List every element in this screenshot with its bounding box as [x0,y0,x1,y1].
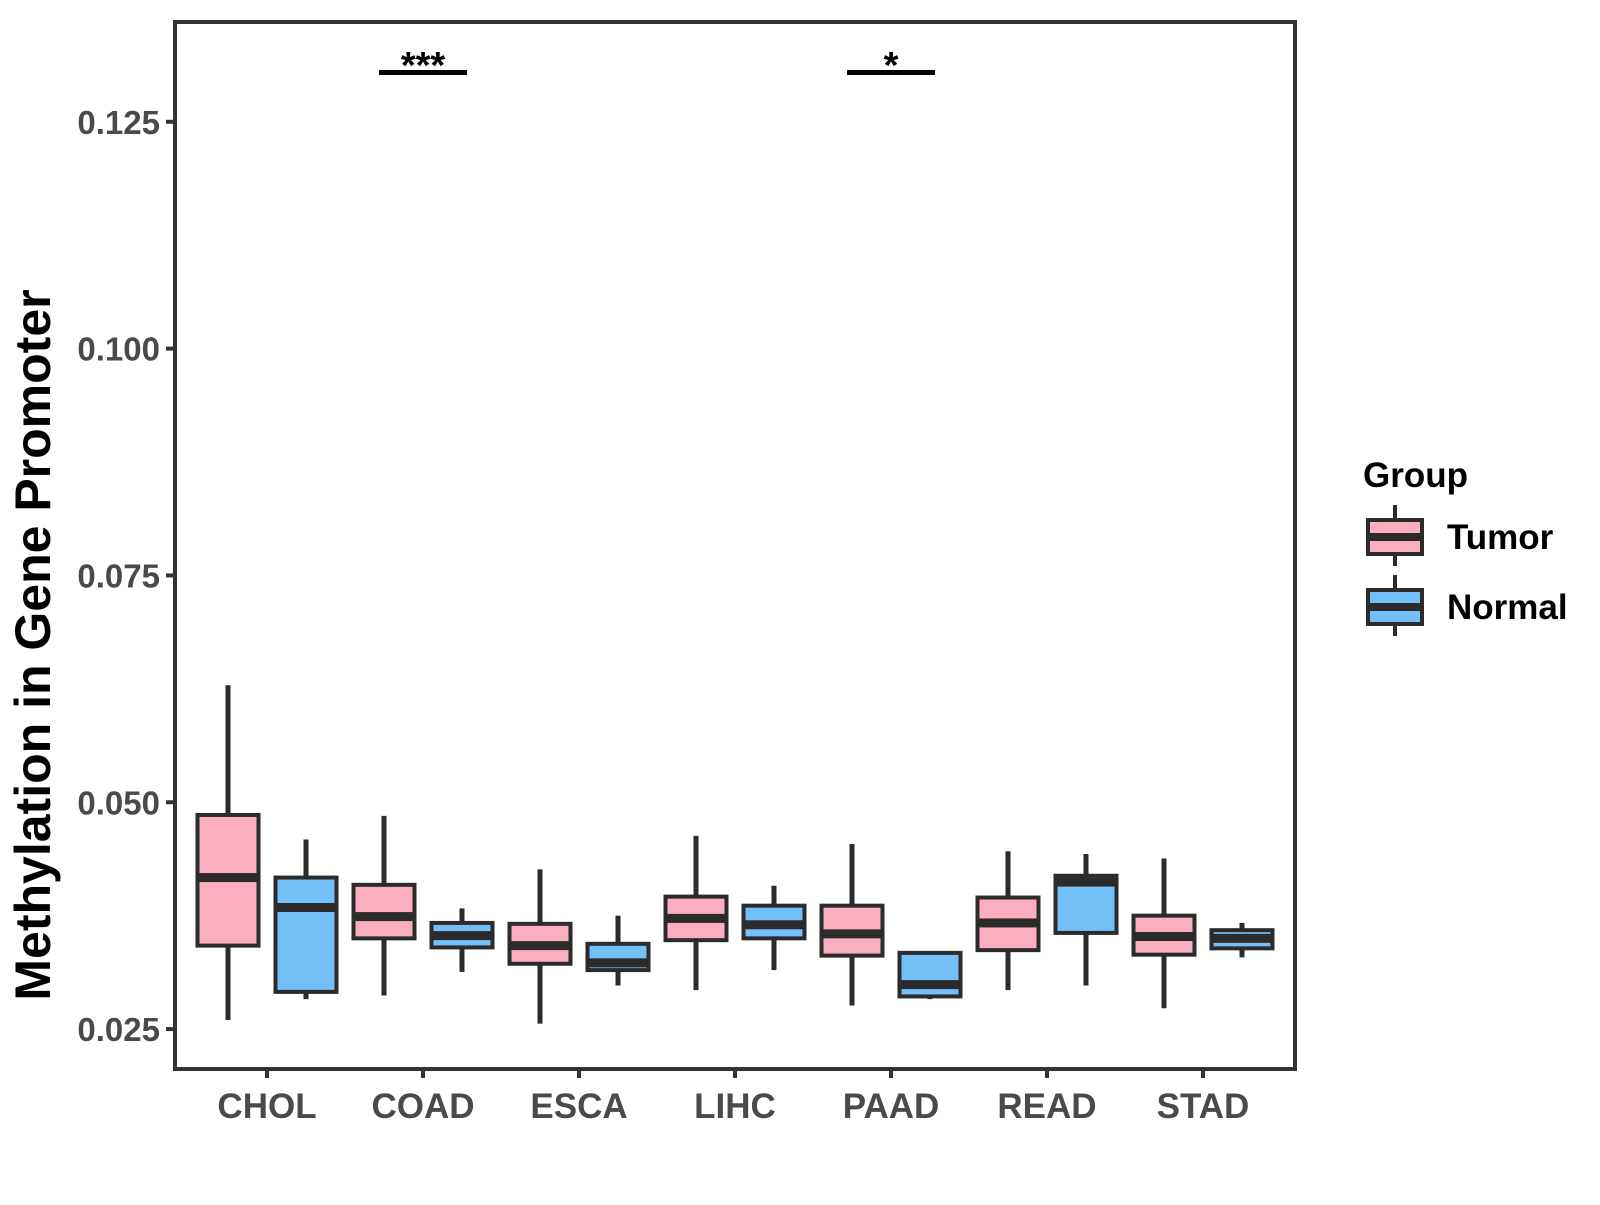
legend-key-normal [1366,575,1424,636]
median-line [975,918,1041,928]
x-tick-label-read: READ [997,1087,1096,1126]
median-line [507,941,573,951]
median-line [897,980,963,990]
significance-label-paad: * [884,45,899,87]
median-line [1209,933,1275,943]
box-read-normal [1053,853,1119,986]
x-tick-label-paad: PAAD [843,1087,940,1126]
x-tick-label-lihc: LIHC [694,1087,776,1126]
legend-label-normal: Normal [1447,588,1568,627]
legend-median-line [1366,533,1424,541]
box-chol-normal [273,839,339,1000]
median-line [195,873,261,883]
median-line [273,903,339,913]
legend [1366,505,1424,636]
median-line [429,931,495,941]
y-tick-label-0.100: 0.100 [77,331,160,368]
box-stad-normal [1209,922,1275,958]
median-line [1131,932,1197,942]
box-paad-normal [897,950,963,1000]
box-chol-tumor [195,685,261,1021]
box-lihc-normal [741,885,807,971]
median-line [819,929,885,939]
y-tick-label-0.075: 0.075 [77,557,160,594]
x-tick-label-stad: STAD [1157,1087,1250,1126]
box-coad-tumor [351,815,417,996]
iqr-box [273,875,339,994]
legend-key-tumor [1366,505,1424,566]
x-tick-label-esca: ESCA [530,1087,627,1126]
median-line [741,920,807,930]
box-stad-tumor [1131,858,1197,1009]
legend-label-tumor: Tumor [1447,518,1554,557]
x-tick-label-coad: COAD [371,1087,474,1126]
y-tick-label-0.050: 0.050 [77,784,160,821]
iqr-box [351,882,417,941]
y-tick-label-0.025: 0.025 [77,1011,160,1048]
median-line [585,958,651,968]
y-axis-title: Methylation in Gene Promoter [5,289,61,1000]
legend-median-line [1366,603,1424,611]
box-esca-tumor [507,869,573,1024]
iqr-box [897,950,963,999]
box-paad-tumor [819,843,885,1006]
significance-label-coad: *** [401,45,446,87]
box-read-tumor [975,851,1041,991]
median-line [351,912,417,922]
legend-title: Group [1363,456,1468,495]
median-line [663,913,729,923]
box-coad-normal [429,908,495,972]
box-lihc-tumor [663,835,729,991]
box-esca-normal [585,915,651,986]
x-tick-label-chol: CHOL [217,1087,316,1126]
median-line [1053,877,1119,887]
y-tick-label-0.125: 0.125 [77,104,160,141]
